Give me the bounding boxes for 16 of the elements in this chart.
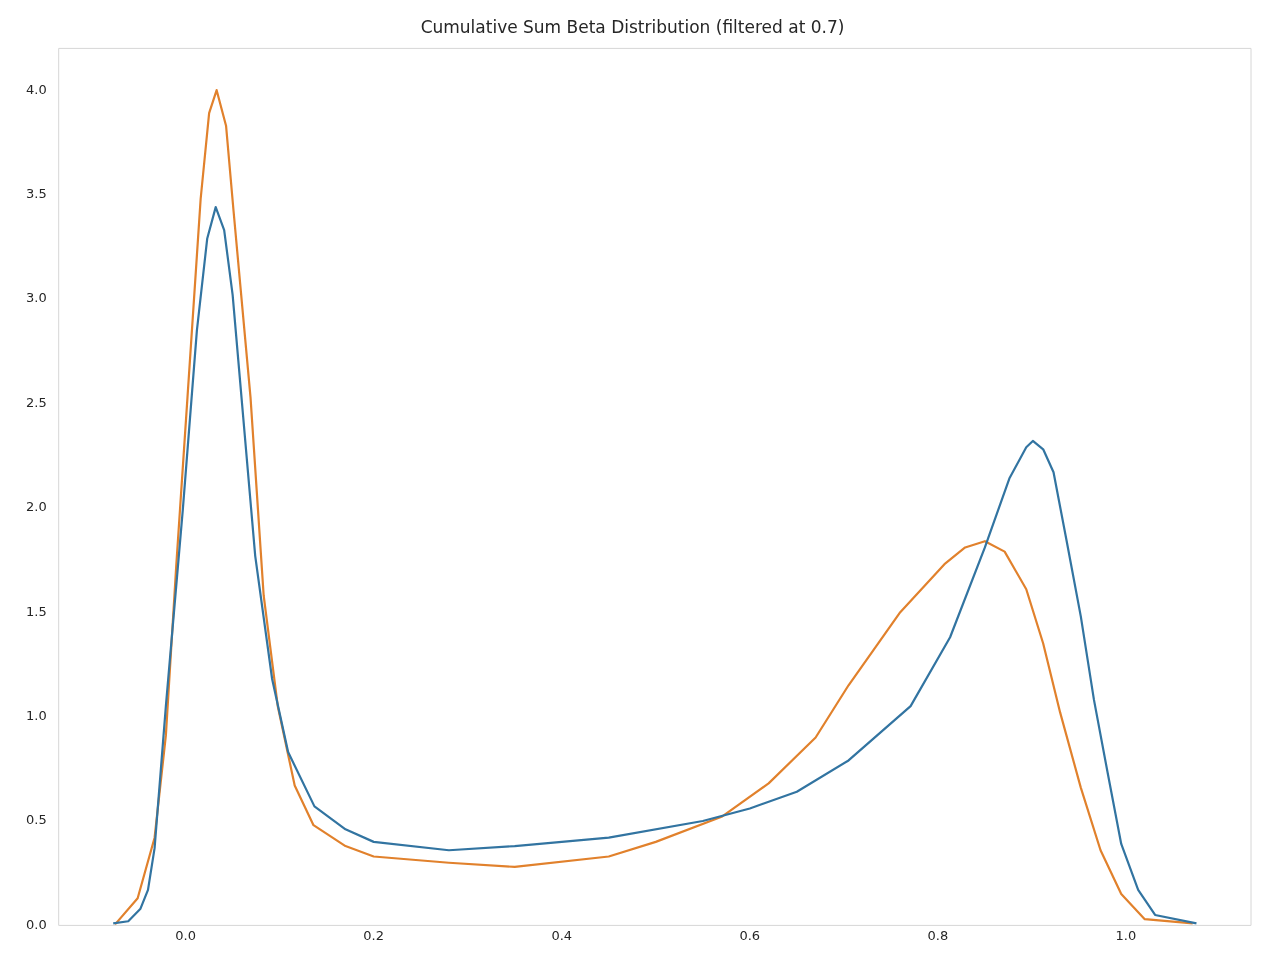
y-tick-label: 2.5 <box>25 394 47 410</box>
y-tick-label: 3.5 <box>25 185 47 201</box>
y-tick-label: 1.0 <box>25 707 47 723</box>
x-tick-label: 0.4 <box>551 927 573 943</box>
chart-title: Cumulative Sum Beta Distribution (filtered at 0.7) <box>420 16 845 37</box>
x-tick-label: 0.6 <box>739 927 761 943</box>
y-tick-label: 3.0 <box>25 290 47 306</box>
x-tick-label: 0.8 <box>927 927 949 943</box>
x-tick-label: 0.2 <box>363 927 385 943</box>
y-tick-label: 4.0 <box>25 81 47 97</box>
x-tick-label: 1.0 <box>1115 927 1137 943</box>
y-tick-label: 2.0 <box>25 499 47 515</box>
y-tick-label: 0.0 <box>25 916 47 932</box>
y-tick-label: 0.5 <box>25 812 47 828</box>
y-tick-label: 1.5 <box>25 603 47 619</box>
x-tick-label: 0.0 <box>175 927 196 943</box>
